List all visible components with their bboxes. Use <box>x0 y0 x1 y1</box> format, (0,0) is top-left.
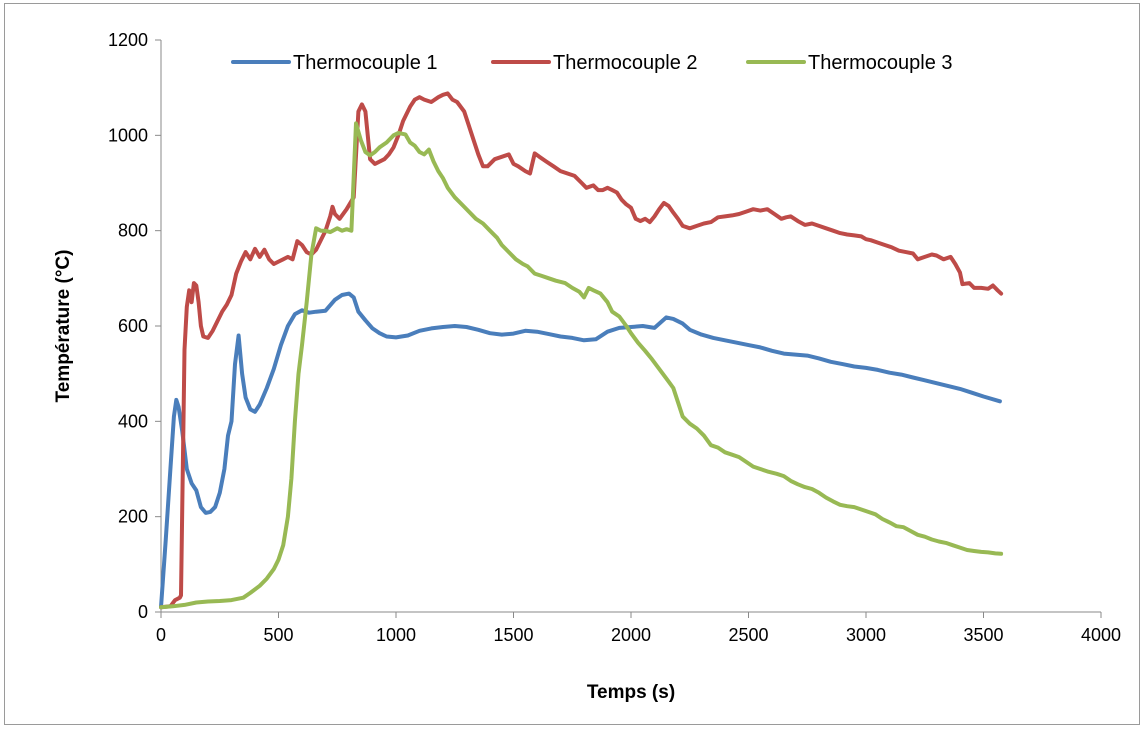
x-tick-label: 3000 <box>846 625 886 645</box>
y-tick-label: 600 <box>118 316 148 336</box>
y-tick-label: 200 <box>118 507 148 527</box>
series-line-3 <box>159 121 1004 610</box>
legend-label-1: Thermocouple 1 <box>293 52 438 74</box>
x-tick-label: 1000 <box>376 625 416 645</box>
x-tick-label: 4000 <box>1081 625 1121 645</box>
x-tick-label: 500 <box>263 625 293 645</box>
legend-label-2: Thermocouple 2 <box>553 52 698 74</box>
y-tick-label: 0 <box>138 602 148 622</box>
x-tick-label: 3500 <box>963 625 1003 645</box>
legend: Thermocouple 1 Thermocouple 2 Thermocouple… <box>231 52 953 74</box>
x-tick-label: 1500 <box>493 625 533 645</box>
y-tick-label: 800 <box>118 221 148 241</box>
x-axis-title: Temps (s) <box>587 682 675 703</box>
x-tick-label: 0 <box>156 625 166 645</box>
y-axis-title: Température (°C) <box>53 250 74 403</box>
x-tick-label: 2000 <box>611 625 651 645</box>
legend-label-3: Thermocouple 3 <box>808 52 953 74</box>
y-tick-label: 1000 <box>108 125 148 145</box>
series-layer <box>159 91 1004 610</box>
x-tick-label: 2500 <box>728 625 768 645</box>
series-line-2 <box>159 91 1004 610</box>
y-tick-label: 400 <box>118 411 148 431</box>
ticks: 0 200 400 600 800 1000 1200 0 500 1000 1500 2000 250… <box>108 30 1121 645</box>
series-line-1 <box>159 291 1002 610</box>
y-tick-label: 1200 <box>108 30 148 50</box>
